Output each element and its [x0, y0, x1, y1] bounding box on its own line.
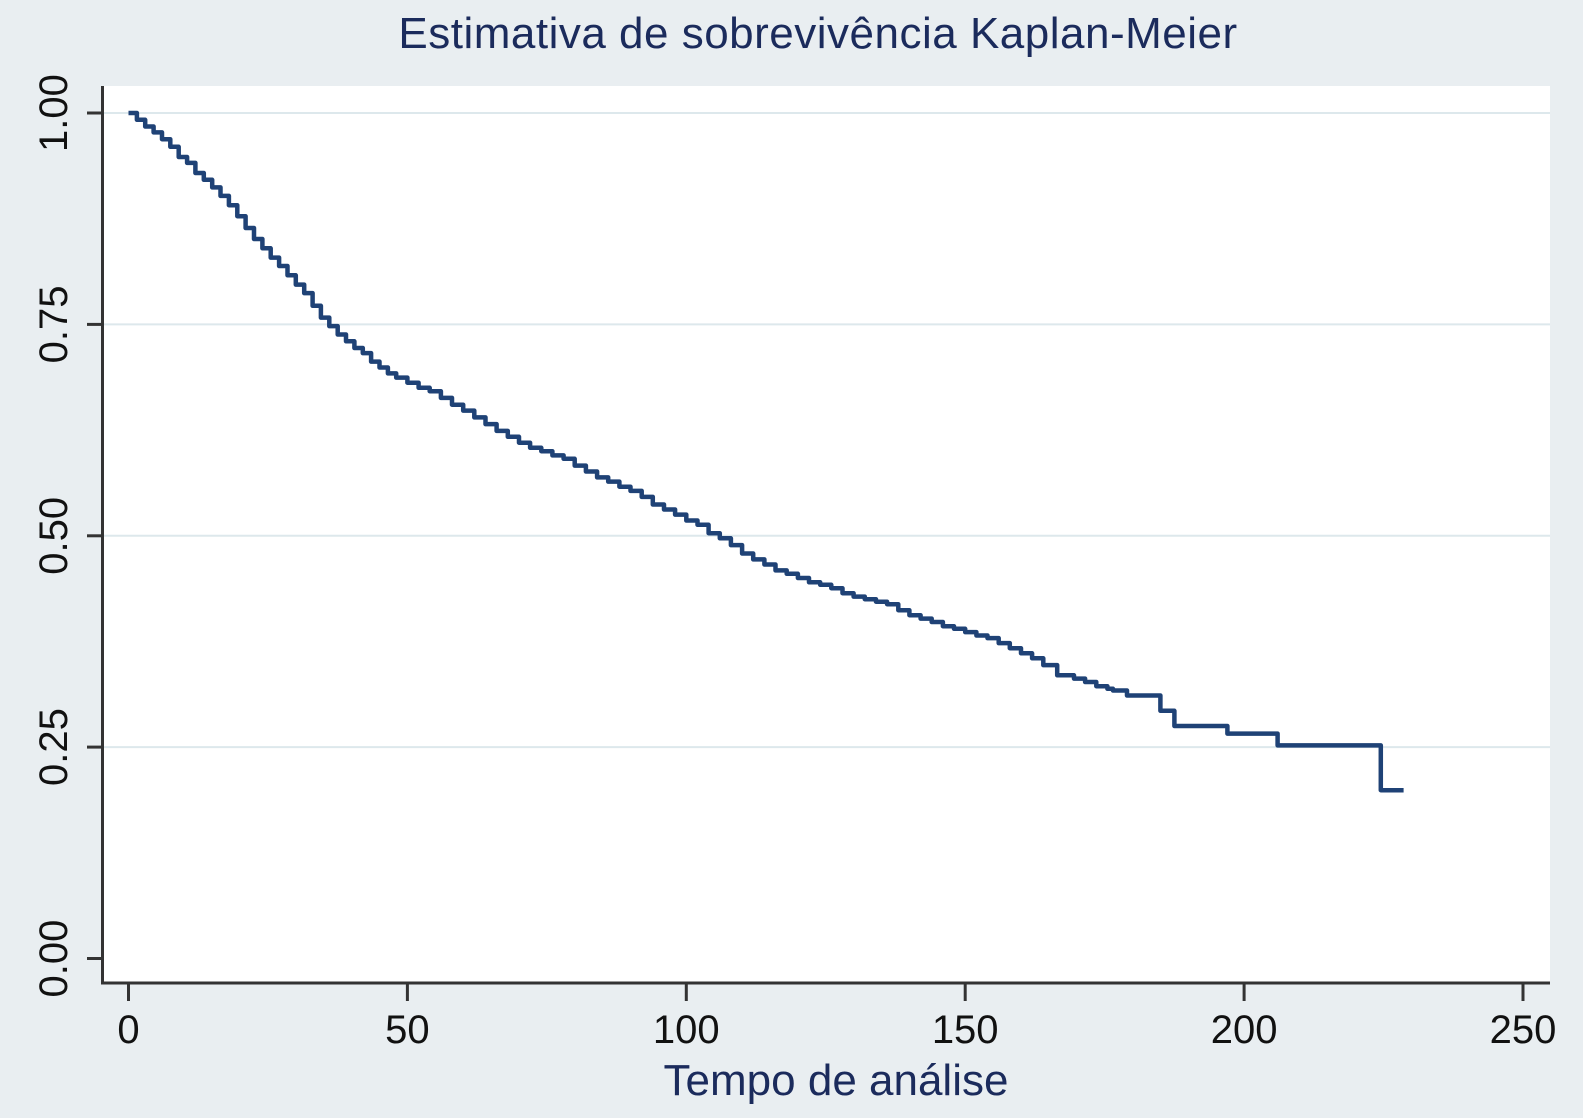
x-tick-label: 200	[1211, 1008, 1278, 1052]
x-tick-label: 250	[1490, 1008, 1557, 1052]
y-tick-label: 0.25	[32, 708, 76, 786]
y-tick-label: 0.75	[32, 285, 76, 363]
x-axis-label: Tempo de análise	[663, 1056, 1009, 1105]
y-tick-label: 0.00	[32, 920, 76, 998]
y-tick-label: 1.00	[32, 74, 76, 152]
x-tick-label: 100	[653, 1008, 720, 1052]
chart-title: Estimativa de sobrevivência Kaplan-Meier	[398, 9, 1238, 58]
x-tick-label: 50	[385, 1008, 430, 1052]
km-curve	[128, 110, 1404, 793]
x-tick-label: 0	[117, 1008, 139, 1052]
plot-area	[104, 86, 1550, 983]
y-tick-label: 0.50	[32, 497, 76, 575]
x-tick-label: 150	[932, 1008, 999, 1052]
